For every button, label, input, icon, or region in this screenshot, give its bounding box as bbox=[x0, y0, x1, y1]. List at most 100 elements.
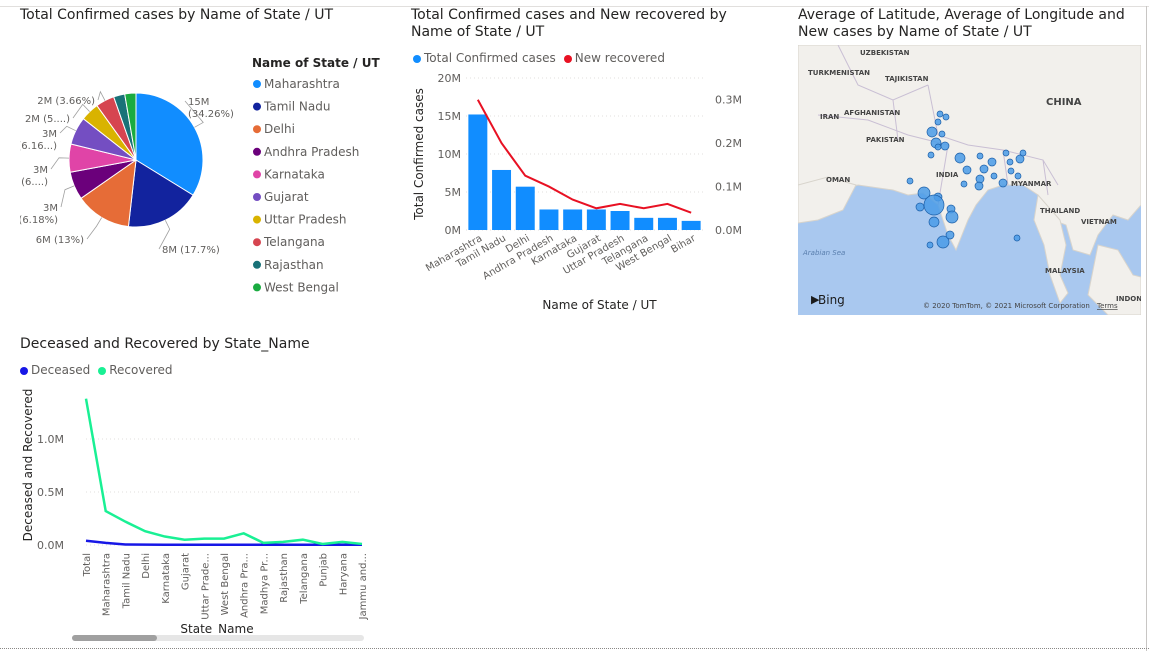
map-bubble[interactable] bbox=[915, 202, 925, 212]
x-tick-label: Delhi bbox=[141, 553, 152, 579]
pie-slice[interactable] bbox=[127, 159, 194, 228]
map-bubble[interactable] bbox=[1014, 172, 1022, 180]
map-land-asia bbox=[798, 45, 1141, 256]
legend-dot-icon bbox=[253, 215, 261, 224]
map-bubble[interactable] bbox=[987, 157, 997, 167]
pie-leader-line bbox=[97, 90, 106, 101]
map-bubble[interactable] bbox=[934, 143, 942, 151]
pie-legend-title: Name of State / UT bbox=[252, 56, 380, 70]
bar[interactable] bbox=[492, 169, 512, 230]
map-bubble[interactable] bbox=[926, 126, 938, 138]
map-bubble[interactable] bbox=[926, 241, 934, 249]
legend-dot-icon bbox=[253, 170, 261, 179]
map-bubble[interactable] bbox=[936, 110, 944, 118]
bar[interactable] bbox=[586, 209, 606, 230]
pie-chart-visual[interactable]: Total Confirmed cases by Name of State /… bbox=[20, 7, 400, 307]
bar[interactable] bbox=[634, 217, 654, 230]
map-bubble[interactable] bbox=[979, 164, 989, 174]
map-bubble[interactable] bbox=[928, 216, 940, 228]
legend-item-deceased[interactable]: Deceased bbox=[20, 363, 90, 377]
legend-item-recovered[interactable]: Recovered bbox=[98, 363, 173, 377]
map-bubble[interactable] bbox=[1015, 154, 1025, 164]
x-tick-label: Madhya Pr... bbox=[259, 553, 270, 614]
bar[interactable] bbox=[681, 220, 701, 230]
map-bubble[interactable] bbox=[962, 165, 972, 175]
horizontal-scrollbar[interactable] bbox=[72, 635, 364, 641]
x-tick-label: Andhra Pra... bbox=[240, 553, 251, 618]
map-terms-link[interactable]: Terms bbox=[1096, 302, 1118, 310]
map-canvas[interactable]: UZBEKISTAN TURKMENISTAN TAJIKISTAN CHINA IRA… bbox=[798, 45, 1141, 315]
map-bubble[interactable] bbox=[938, 130, 946, 138]
pie-legend-item[interactable]: Uttar Pradesh bbox=[264, 213, 346, 227]
map-visual[interactable]: Average of Latitude, Average of Longitud… bbox=[798, 7, 1143, 317]
map-bubble[interactable] bbox=[917, 186, 931, 200]
bar[interactable] bbox=[515, 186, 535, 230]
bar[interactable] bbox=[468, 114, 488, 230]
map-bubble[interactable] bbox=[998, 178, 1008, 188]
map-place-label: THAILAND bbox=[1040, 207, 1080, 215]
line-chart-visual[interactable]: Deceased and Recovered by State_Name Dec… bbox=[20, 336, 370, 646]
map-bubble[interactable] bbox=[960, 180, 968, 188]
map-bubble[interactable] bbox=[945, 230, 955, 240]
pie-legend-item[interactable]: Telangana bbox=[263, 235, 325, 249]
map-bubble[interactable] bbox=[936, 235, 950, 249]
map-bubble[interactable] bbox=[1007, 167, 1015, 175]
pie-chart[interactable]: 15M (34.26%) 8M (17.7%) 6M (13%) 3M (6.18%) 3M… bbox=[20, 27, 400, 317]
pie-slice[interactable] bbox=[135, 92, 204, 196]
pie-legend-item[interactable]: Delhi bbox=[264, 122, 295, 136]
pie-leader-line bbox=[86, 217, 103, 240]
map-layer[interactable]: UZBEKISTAN TURKMENISTAN TAJIKISTAN CHINA IRA… bbox=[798, 45, 1141, 315]
bar[interactable] bbox=[610, 211, 630, 230]
map-land-borneo bbox=[1087, 244, 1141, 315]
map-bubble[interactable] bbox=[954, 152, 966, 164]
pie-legend-item[interactable]: Gujarat bbox=[264, 190, 309, 204]
pie-slice[interactable] bbox=[80, 158, 137, 228]
pie-legend-item[interactable]: West Bengal bbox=[264, 280, 339, 294]
canvas-right-edge bbox=[1146, 6, 1147, 651]
map-bubble[interactable] bbox=[923, 194, 945, 216]
map-bubble[interactable] bbox=[927, 151, 935, 159]
pie-legend-item[interactable]: Karnataka bbox=[264, 167, 325, 181]
y-tick-label: 1.0M bbox=[37, 433, 64, 446]
bar[interactable] bbox=[657, 217, 677, 230]
bar[interactable] bbox=[539, 209, 559, 230]
legend-item-total-confirmed[interactable]: Total Confirmed cases bbox=[413, 51, 556, 65]
combo-chart-visual[interactable]: Total Confirmed cases and New recovered … bbox=[411, 7, 786, 317]
pie-legend-item[interactable]: Maharashtra bbox=[264, 77, 340, 91]
pie-slice[interactable] bbox=[124, 92, 137, 161]
pie-legend-item[interactable]: Tamil Nadu bbox=[263, 100, 330, 114]
map-bubble[interactable] bbox=[945, 210, 959, 224]
combo-chart[interactable]: 0M5M10M15M20M0.0M0.1M0.2M0.3MMaharashtra… bbox=[411, 67, 786, 317]
legend-item-new-recovered[interactable]: New recovered bbox=[563, 51, 665, 65]
pie-legend-item[interactable]: Andhra Pradesh bbox=[264, 145, 359, 159]
bar[interactable] bbox=[563, 209, 583, 230]
y-tick-label-right: 0.2M bbox=[715, 137, 742, 150]
pie-data-label: 2M (3.66%) bbox=[37, 96, 95, 107]
legend-dot-icon bbox=[20, 366, 28, 375]
legend-dot-icon bbox=[563, 54, 572, 63]
pie-leader-line bbox=[50, 157, 70, 170]
pie-data-label: 3M (6....) bbox=[21, 165, 48, 188]
map-place-label: Arabian Sea bbox=[802, 249, 845, 257]
series-line[interactable] bbox=[85, 539, 362, 547]
map-land-arabia bbox=[798, 176, 857, 224]
legend-dot-icon bbox=[413, 54, 421, 63]
map-place-label: MYANMAR bbox=[1011, 180, 1052, 188]
scrollbar-thumb[interactable] bbox=[72, 635, 157, 641]
map-bubble[interactable] bbox=[990, 172, 998, 180]
line-chart[interactable]: 0.0M 0.5M 1.0M Total Maharashtra Tamil Nadu De… bbox=[20, 381, 370, 646]
map-bubble[interactable] bbox=[934, 118, 942, 126]
map-bubble[interactable] bbox=[906, 177, 914, 185]
series-line[interactable] bbox=[84, 398, 363, 546]
map-bubble[interactable] bbox=[1002, 149, 1010, 157]
map-bubble[interactable] bbox=[1013, 234, 1021, 242]
map-bubble[interactable] bbox=[1019, 149, 1027, 157]
map-bubble[interactable] bbox=[976, 152, 984, 160]
map-bubble[interactable] bbox=[974, 181, 984, 191]
legend-dot-icon bbox=[253, 193, 261, 201]
map-bubble[interactable] bbox=[940, 141, 950, 151]
pie-legend-item[interactable]: Rajasthan bbox=[264, 258, 324, 272]
map-place-label: AFGHANISTAN bbox=[844, 109, 900, 117]
map-bubble[interactable] bbox=[1006, 158, 1014, 166]
map-bubble[interactable] bbox=[942, 113, 950, 121]
